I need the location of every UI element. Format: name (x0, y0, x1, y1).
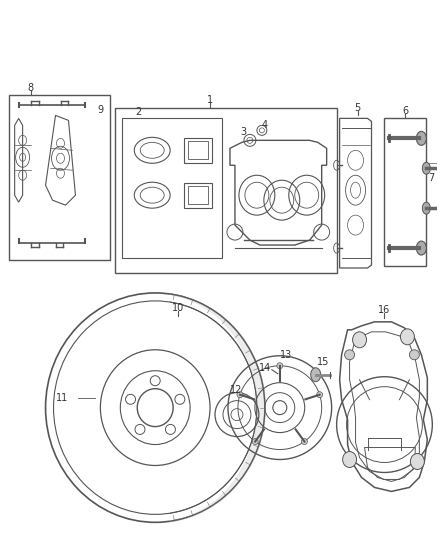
Bar (385, 118, 426, 266)
Text: 4: 4 (262, 120, 268, 131)
Text: 1: 1 (207, 95, 213, 106)
Ellipse shape (353, 332, 367, 348)
Bar (184, 183, 212, 208)
Bar (122, 118, 222, 258)
Text: 5: 5 (354, 103, 360, 114)
Ellipse shape (345, 350, 355, 360)
Ellipse shape (311, 368, 321, 382)
Ellipse shape (422, 162, 430, 174)
Ellipse shape (301, 439, 307, 445)
Text: 7: 7 (428, 173, 434, 183)
Text: 15: 15 (317, 357, 329, 367)
Bar (115, 108, 337, 273)
Ellipse shape (317, 392, 323, 398)
Bar (184, 139, 212, 163)
Text: 3: 3 (240, 127, 246, 138)
Text: 14: 14 (259, 363, 271, 373)
Ellipse shape (277, 363, 283, 369)
Text: 8: 8 (28, 84, 34, 93)
Text: 13: 13 (279, 350, 292, 360)
Bar (188, 186, 208, 204)
Ellipse shape (237, 392, 243, 398)
Text: 9: 9 (97, 106, 103, 116)
Text: 2: 2 (135, 108, 141, 117)
Bar (9, 95, 110, 260)
Ellipse shape (410, 454, 424, 470)
Ellipse shape (422, 202, 430, 214)
Ellipse shape (417, 241, 426, 255)
Text: 16: 16 (378, 305, 391, 315)
Text: 6: 6 (403, 107, 409, 116)
Ellipse shape (400, 329, 414, 345)
Text: 11: 11 (57, 393, 69, 402)
Ellipse shape (252, 439, 258, 445)
Text: 10: 10 (172, 303, 184, 313)
Ellipse shape (343, 451, 357, 467)
Ellipse shape (417, 131, 426, 146)
Bar (188, 141, 208, 159)
Ellipse shape (410, 350, 419, 360)
Text: 12: 12 (230, 385, 242, 394)
